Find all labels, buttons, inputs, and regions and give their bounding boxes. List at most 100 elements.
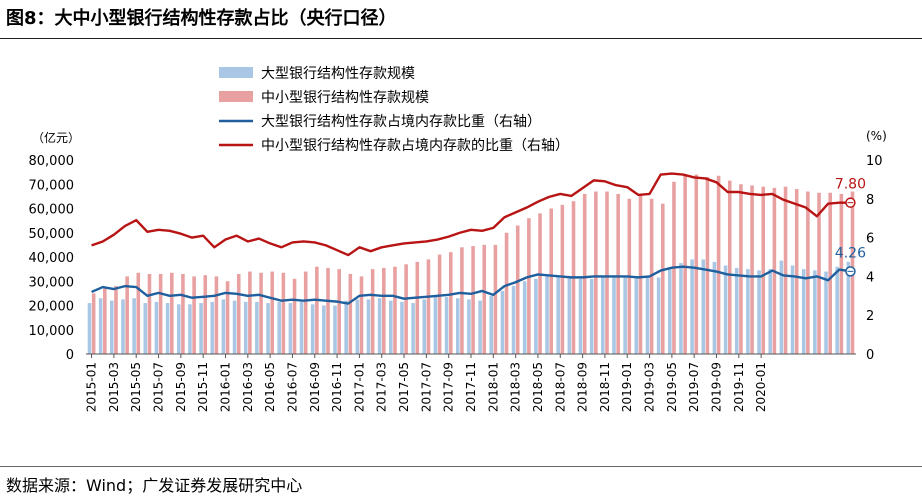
bar-small-medium-bank bbox=[270, 271, 275, 354]
bar-large-bank bbox=[433, 297, 438, 354]
right-axis-unit: (%) bbox=[866, 129, 887, 143]
x-tick-label: 2016-03 bbox=[241, 362, 255, 412]
bar-large-bank bbox=[98, 298, 103, 354]
series-line-large-ratio bbox=[91, 265, 851, 305]
bar-large-bank bbox=[701, 259, 706, 354]
bar-large-bank bbox=[768, 269, 773, 354]
bar-large-bank bbox=[522, 281, 527, 354]
bar-large-bank bbox=[467, 299, 471, 354]
legend-swatch-small-bar bbox=[219, 91, 253, 102]
left-tick-label: 10,000 bbox=[29, 324, 75, 339]
x-tick-label: 2017-11 bbox=[464, 362, 478, 412]
bar-small-medium-bank bbox=[716, 175, 721, 354]
bar-large-bank bbox=[623, 276, 627, 354]
bar-small-medium-bank bbox=[638, 193, 643, 354]
bar-small-medium-bank bbox=[370, 269, 375, 354]
bar-large-bank bbox=[813, 270, 817, 354]
left-tick-label: 40,000 bbox=[29, 251, 75, 266]
bar-large-bank bbox=[757, 270, 761, 354]
bar-small-medium-bank bbox=[828, 192, 832, 354]
right-tick-label: 6 bbox=[866, 232, 874, 247]
bar-large-bank bbox=[712, 261, 717, 354]
bar-large-bank bbox=[790, 265, 795, 354]
bar-small-medium-bank bbox=[359, 276, 364, 354]
x-tick-label: 2017-07 bbox=[419, 362, 433, 412]
bar-large-bank bbox=[645, 276, 650, 354]
combo-chart: 大型银行结构性存款规模 中小型银行结构性存款规模 大型银行结构性存款占境内存款比… bbox=[29, 66, 887, 412]
bar-small-medium-bank bbox=[404, 264, 408, 354]
bar-small-medium-bank bbox=[750, 185, 754, 354]
bar-large-bank bbox=[589, 278, 594, 354]
bar-large-bank bbox=[243, 301, 248, 354]
bar-large-bank bbox=[277, 301, 281, 354]
x-tick-label: 2015-05 bbox=[129, 362, 143, 412]
bar-small-medium-bank bbox=[136, 272, 141, 354]
bar-large-bank bbox=[723, 265, 728, 354]
bar-small-medium-bank bbox=[839, 193, 844, 354]
left-tick-label: 0 bbox=[66, 348, 74, 363]
bar-small-medium-bank bbox=[493, 244, 498, 354]
bar-small-medium-bank bbox=[192, 276, 196, 354]
bar-small-medium-bank bbox=[415, 261, 420, 354]
left-tick-label: 80,000 bbox=[29, 154, 75, 169]
bar-small-medium-bank bbox=[761, 186, 766, 354]
bar-small-medium-bank bbox=[214, 276, 219, 354]
bar-small-medium-bank bbox=[683, 175, 687, 354]
bar-large-bank bbox=[355, 299, 360, 354]
bar-large-bank bbox=[199, 303, 203, 354]
x-tick-label: 2019-11 bbox=[732, 362, 746, 412]
bar-small-medium-bank bbox=[817, 192, 821, 354]
bar-large-bank bbox=[534, 278, 538, 354]
bar-small-medium-bank bbox=[125, 276, 129, 354]
bar-small-medium-bank bbox=[292, 278, 297, 354]
bar-large-bank bbox=[255, 301, 259, 354]
bar-large-bank bbox=[154, 301, 159, 354]
bar-large-bank bbox=[165, 303, 170, 354]
source-note: 数据来源：Wind；广发证券发展研究中心 bbox=[6, 476, 303, 495]
left-tick-label: 60,000 bbox=[29, 203, 75, 218]
x-tick-label: 2018-07 bbox=[553, 362, 567, 412]
bar-large-bank bbox=[601, 276, 605, 354]
bar-small-medium-bank bbox=[158, 273, 163, 354]
bar-large-bank bbox=[667, 269, 672, 354]
bar-large-bank bbox=[411, 303, 415, 354]
x-tick-label: 2018-11 bbox=[598, 362, 612, 412]
bar-small-medium-bank bbox=[203, 275, 208, 354]
x-tick-label: 2016-05 bbox=[263, 362, 277, 412]
bar-small-medium-bank bbox=[605, 191, 609, 354]
bar-small-medium-bank bbox=[437, 254, 442, 354]
bar-large-bank bbox=[824, 271, 828, 354]
bar-small-medium-bank bbox=[594, 191, 598, 354]
bar-small-medium-bank bbox=[225, 281, 230, 354]
bar-large-bank bbox=[299, 301, 304, 354]
bar-large-bank bbox=[366, 299, 371, 354]
bar-large-bank bbox=[656, 277, 661, 354]
bar-large-bank bbox=[746, 269, 750, 354]
right-tick-label: 2 bbox=[866, 309, 874, 324]
end-label-large-ratio: 4.26 bbox=[835, 245, 866, 261]
legend-label-small-line: 中小型银行结构性存款占境内存款的比重（右轴） bbox=[261, 138, 569, 154]
bar-large-bank bbox=[333, 305, 337, 354]
bar-large-bank bbox=[110, 300, 114, 354]
bar-large-bank bbox=[221, 299, 226, 354]
bar-small-medium-bank bbox=[471, 246, 475, 354]
bar-large-bank bbox=[322, 305, 326, 354]
x-tick-label: 2019-05 bbox=[665, 362, 679, 412]
bar-small-medium-bank bbox=[303, 271, 308, 354]
x-tick-label: 2016-11 bbox=[330, 362, 344, 412]
bar-small-medium-bank bbox=[259, 272, 263, 354]
x-tick-label: 2019-07 bbox=[687, 362, 701, 412]
bar-small-medium-bank bbox=[337, 269, 341, 354]
title-rule bbox=[0, 38, 922, 39]
bar-small-medium-bank bbox=[460, 247, 464, 354]
bar-large-bank bbox=[779, 260, 784, 354]
bar-small-medium-bank bbox=[169, 272, 174, 354]
x-tick-label: 2016-07 bbox=[285, 362, 299, 412]
bar-large-bank bbox=[232, 300, 237, 354]
x-tick-label: 2018-05 bbox=[531, 362, 545, 412]
x-tick-label: 2016-01 bbox=[218, 362, 232, 412]
bar-small-medium-bank bbox=[326, 267, 330, 354]
bar-small-medium-bank bbox=[348, 273, 353, 354]
bar-large-bank bbox=[567, 277, 572, 354]
bar-large-bank bbox=[400, 301, 404, 354]
